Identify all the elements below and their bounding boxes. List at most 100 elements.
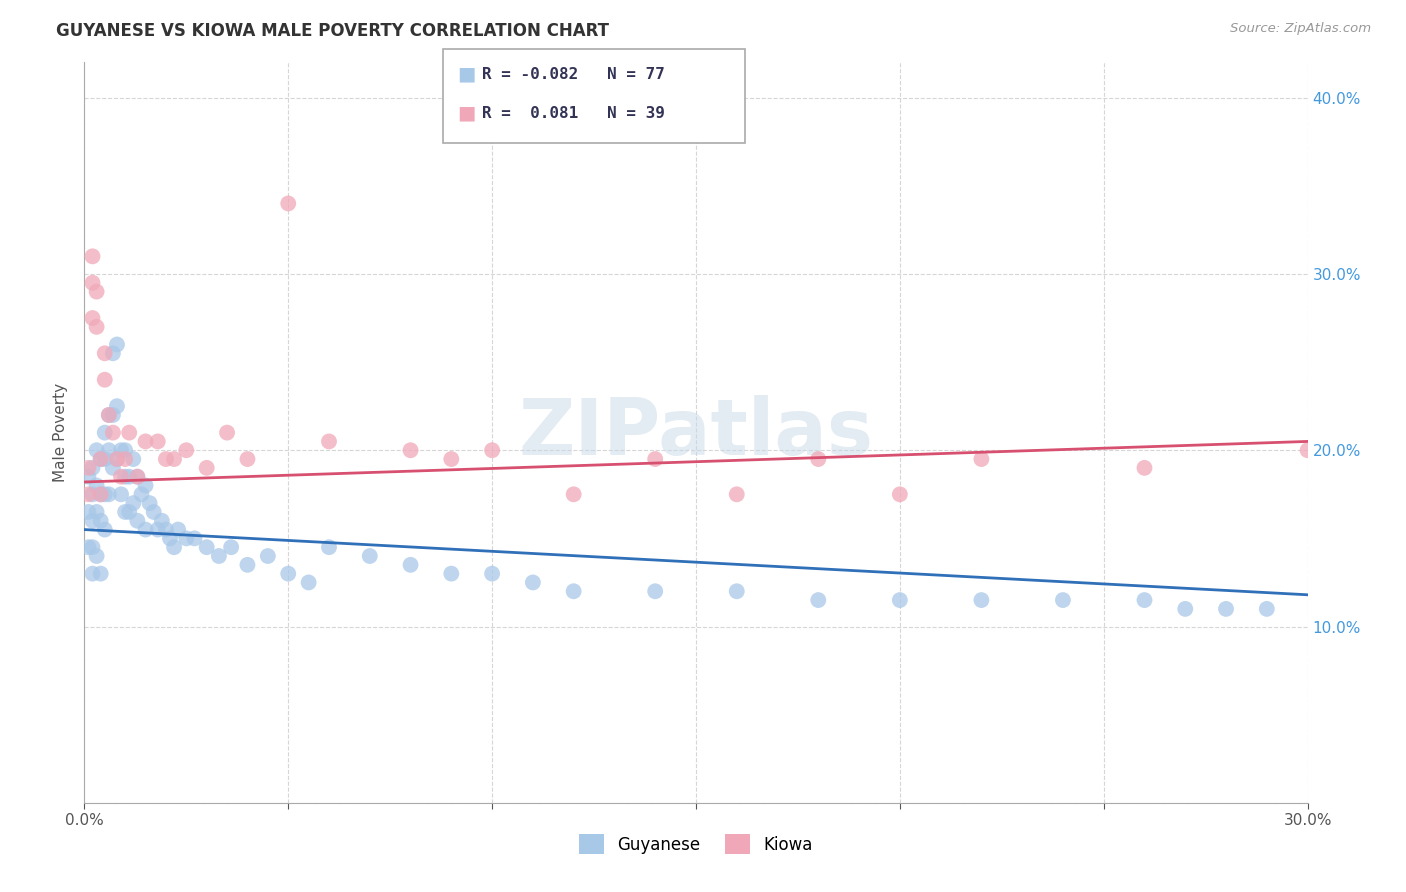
Point (138, 496, 160, 510)
Text: Source: ZipAtlas.com: Source: ZipAtlas.com (1230, 22, 1371, 36)
Point (82, 311, 104, 326)
Point (105, 337, 128, 351)
Point (399, 558, 422, 572)
Point (101, 425, 124, 440)
Point (318, 540, 340, 554)
Point (174, 532, 197, 546)
Point (135, 523, 157, 537)
Point (195, 540, 218, 554)
Point (155, 452, 177, 467)
Point (93, 346, 115, 360)
Point (110, 443, 132, 458)
Point (562, 584, 585, 599)
Point (77, 469, 100, 483)
Point (105, 452, 128, 467)
Point (1133, 461, 1156, 475)
Point (127, 469, 149, 483)
Point (77, 487, 100, 501)
Point (114, 505, 136, 519)
Point (644, 584, 666, 599)
Point (217, 425, 239, 440)
Point (82, 514, 104, 528)
Point (90, 452, 112, 467)
Point (167, 523, 190, 537)
Point (135, 478, 157, 492)
Text: GUYANESE VS KIOWA MALE POVERTY CORRELATION CHART: GUYANESE VS KIOWA MALE POVERTY CORRELATI… (56, 22, 609, 40)
Point (97, 443, 120, 458)
Point (82, 487, 104, 501)
Point (970, 452, 993, 467)
Point (97, 487, 120, 501)
Point (82, 249, 104, 263)
Point (481, 443, 503, 458)
Text: ■: ■ (457, 64, 475, 84)
Point (86, 549, 108, 563)
Point (236, 452, 259, 467)
Point (889, 487, 911, 501)
Legend: Guyanese, Kiowa: Guyanese, Kiowa (572, 828, 820, 861)
Point (101, 408, 124, 422)
Point (90, 566, 112, 581)
Point (1296, 443, 1319, 458)
Point (86, 443, 108, 458)
Point (101, 346, 124, 360)
Point (183, 532, 205, 546)
Point (440, 452, 463, 467)
Point (86, 478, 108, 492)
Point (86, 505, 108, 519)
Point (82, 540, 104, 554)
Point (889, 593, 911, 607)
Point (77, 540, 100, 554)
Point (90, 514, 112, 528)
Point (399, 443, 422, 458)
Point (155, 523, 177, 537)
Point (725, 584, 748, 599)
Point (146, 434, 169, 449)
Point (114, 443, 136, 458)
Point (93, 487, 115, 501)
Point (1174, 602, 1197, 616)
Point (93, 452, 115, 467)
Point (135, 434, 157, 449)
Point (318, 434, 340, 449)
Point (159, 532, 181, 546)
Point (131, 487, 153, 501)
Point (105, 452, 128, 467)
Point (127, 514, 149, 528)
Point (359, 549, 381, 563)
Point (90, 452, 112, 467)
Point (807, 593, 830, 607)
Point (118, 469, 141, 483)
Point (77, 505, 100, 519)
Point (277, 566, 299, 581)
Point (118, 425, 141, 440)
Point (142, 505, 165, 519)
Point (298, 575, 321, 590)
Point (110, 487, 132, 501)
Point (101, 461, 124, 475)
Text: ZIPatlas: ZIPatlas (519, 394, 873, 471)
Point (725, 487, 748, 501)
Point (562, 487, 585, 501)
Point (1215, 602, 1237, 616)
Point (90, 487, 112, 501)
Point (93, 425, 115, 440)
Point (174, 443, 197, 458)
Point (236, 558, 259, 572)
Point (114, 469, 136, 483)
Point (257, 549, 280, 563)
Point (163, 452, 186, 467)
Point (127, 469, 149, 483)
Point (146, 523, 169, 537)
Point (82, 566, 104, 581)
Point (97, 408, 120, 422)
Point (1052, 593, 1074, 607)
Point (110, 469, 132, 483)
Point (86, 285, 108, 299)
Point (219, 540, 242, 554)
Point (97, 408, 120, 422)
Point (122, 452, 145, 467)
Point (90, 487, 112, 501)
Point (150, 514, 173, 528)
Point (163, 540, 186, 554)
